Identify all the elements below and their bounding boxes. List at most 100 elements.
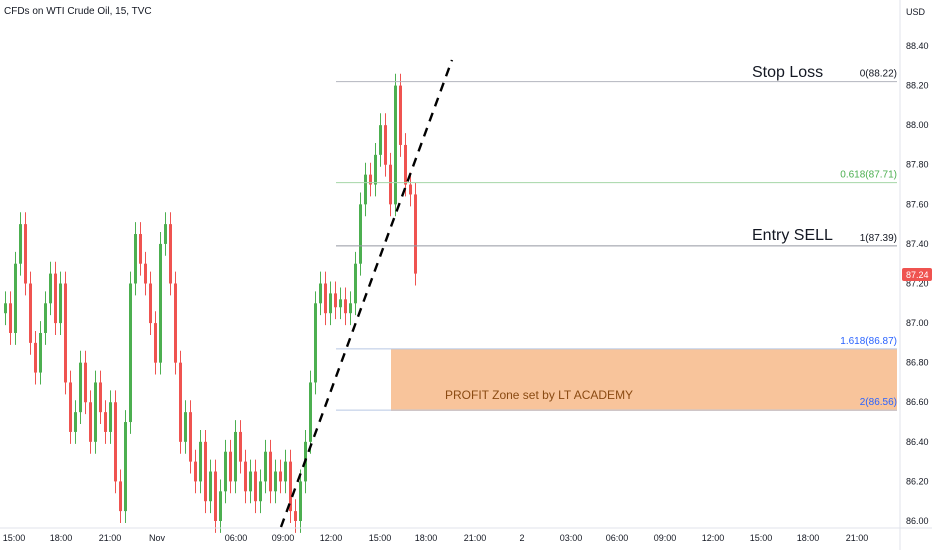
candle-body (294, 511, 297, 521)
candle-body (289, 461, 292, 512)
candle-body (244, 461, 247, 492)
price-tick-label: 86.20 (906, 476, 929, 486)
candle-body (364, 174, 367, 205)
candle-body (139, 234, 142, 264)
candle-body (224, 451, 227, 492)
candle-body (319, 283, 322, 304)
candle-body (239, 431, 242, 462)
candle-body (24, 224, 27, 284)
candle-body (219, 491, 222, 521)
profit-zone[interactable] (391, 349, 897, 411)
candle-body (274, 471, 277, 492)
fib-level-label: 2(86.56) (860, 397, 897, 408)
time-tick-label: Nov (149, 533, 166, 543)
time-tick-label: 18:00 (50, 533, 73, 543)
candle-body (109, 402, 112, 432)
candle-body (189, 412, 192, 462)
candle-body (284, 461, 287, 482)
candle-body (229, 451, 232, 482)
candle-body (79, 362, 82, 413)
time-tick-label: 06:00 (225, 533, 248, 543)
entry-sell-label: Entry SELL (752, 227, 833, 244)
candle-body (354, 263, 357, 304)
candle-body (334, 293, 337, 308)
candle-body (129, 283, 132, 423)
profit-zone-label: PROFIT Zone set by LT ACADEMY (445, 388, 633, 402)
price-tick-label: 86.00 (906, 516, 929, 526)
time-tick-label: 12:00 (320, 533, 343, 543)
candle-body (144, 263, 147, 284)
candle-body (134, 234, 137, 284)
chart-title: CFDs on WTI Crude Oil, 15, TVC (4, 6, 152, 17)
candle-body (404, 144, 407, 185)
price-tick-label: 86.60 (906, 397, 929, 407)
candle-body (414, 194, 417, 274)
time-tick-label: 12:00 (702, 533, 725, 543)
candle-body (149, 283, 152, 324)
candle-body (259, 481, 262, 502)
candle-body (59, 283, 62, 324)
candle-body (204, 441, 207, 502)
time-tick-label: 21:00 (464, 533, 487, 543)
time-tick-label: 18:00 (797, 533, 820, 543)
candle-body (54, 273, 57, 324)
candle-body (254, 471, 257, 502)
candle-body (19, 224, 22, 264)
candle-body (329, 293, 332, 314)
candles-layer (4, 73, 417, 533)
candle-body (114, 402, 117, 482)
candle-body (339, 299, 342, 308)
candle-body (249, 471, 252, 492)
candle-body (119, 481, 122, 512)
price-tick-label: 86.80 (906, 358, 929, 368)
candle-body (74, 412, 77, 432)
candle-body (209, 471, 212, 502)
candle-body (409, 184, 412, 195)
candle-body (399, 85, 402, 145)
candle-body (159, 243, 162, 363)
candle-body (359, 204, 362, 264)
time-tick-label: 03:00 (560, 533, 583, 543)
time-tick-label: 15:00 (369, 533, 392, 543)
candle-body (309, 382, 312, 442)
candle-body (99, 382, 102, 413)
candle-body (84, 362, 87, 403)
time-tick-label: 06:00 (606, 533, 629, 543)
candle-body (69, 382, 72, 432)
candle-body (9, 303, 12, 333)
candle-body (389, 164, 392, 205)
candle-body (94, 382, 97, 442)
candle-body (49, 273, 52, 304)
candle-body (379, 125, 382, 155)
price-tick-label: 87.40 (906, 239, 929, 249)
candle-body (314, 303, 317, 383)
fib-level-label: 0(88.22) (860, 69, 897, 80)
candle-body (214, 471, 217, 521)
price-tick-label: 88.40 (906, 41, 929, 51)
candle-body (44, 303, 47, 333)
current-price-value: 87.24 (906, 270, 929, 280)
candle-body (344, 299, 347, 314)
price-tick-label: 87.80 (906, 160, 929, 170)
candle-body (64, 283, 67, 383)
price-axis[interactable]: 88.40 88.20 88.00 87.80 87.60 87.40 87.20 87.00… (906, 41, 929, 526)
candle-body (349, 303, 352, 314)
candle-body (39, 332, 42, 373)
time-tick-label: 21:00 (99, 533, 122, 543)
time-tick-label: 21:00 (846, 533, 869, 543)
candle-body (199, 441, 202, 482)
candle-body (279, 471, 282, 482)
price-tick-label: 88.20 (906, 81, 929, 91)
price-tick-label: 86.40 (906, 437, 929, 447)
candle-body (174, 283, 177, 363)
candle-body (194, 461, 197, 482)
candle-body (324, 283, 327, 314)
candle-body (384, 125, 387, 165)
fib-level-label: 1.618(86.87) (840, 336, 897, 347)
trend-line[interactable] (279, 59, 454, 528)
fib-levels[interactable]: 0(88.22) 0.618(87.71) 1(87.39) 1.618(86.87)… (336, 69, 897, 411)
candle-body (374, 154, 377, 185)
price-tick-label: 87.60 (906, 199, 929, 209)
time-axis[interactable]: 15:00 18:00 21:00 Nov 06:00 09:00 12:00 15:00 18… (3, 533, 869, 543)
